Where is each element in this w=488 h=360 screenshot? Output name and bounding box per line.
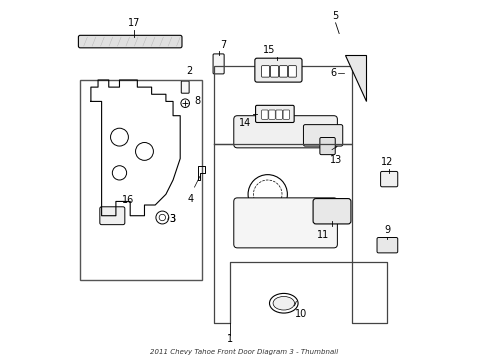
- Text: 15: 15: [263, 45, 275, 55]
- Ellipse shape: [272, 296, 294, 310]
- FancyBboxPatch shape: [181, 81, 189, 93]
- FancyBboxPatch shape: [380, 171, 397, 187]
- FancyBboxPatch shape: [100, 207, 124, 225]
- Text: 4: 4: [187, 194, 194, 204]
- Text: 1: 1: [227, 334, 233, 344]
- FancyBboxPatch shape: [233, 116, 337, 148]
- FancyBboxPatch shape: [261, 66, 269, 77]
- Bar: [80, 80, 201, 280]
- FancyBboxPatch shape: [319, 138, 335, 155]
- FancyBboxPatch shape: [233, 198, 337, 248]
- FancyBboxPatch shape: [303, 125, 342, 146]
- Circle shape: [159, 214, 165, 221]
- Bar: [214, 66, 351, 144]
- FancyBboxPatch shape: [254, 58, 302, 82]
- FancyBboxPatch shape: [78, 35, 182, 48]
- Circle shape: [156, 211, 168, 224]
- Text: 3: 3: [169, 214, 175, 224]
- FancyBboxPatch shape: [275, 110, 282, 119]
- Text: 16: 16: [122, 195, 134, 205]
- FancyBboxPatch shape: [270, 66, 278, 77]
- Text: 7: 7: [220, 40, 226, 50]
- Text: 13: 13: [329, 155, 342, 165]
- Text: 6: 6: [330, 68, 336, 78]
- FancyBboxPatch shape: [279, 66, 287, 77]
- Text: 14: 14: [239, 118, 251, 128]
- FancyBboxPatch shape: [283, 110, 289, 119]
- Text: 9: 9: [384, 225, 389, 235]
- Text: 2011 Chevy Tahoe Front Door Diagram 3 - Thumbnail: 2011 Chevy Tahoe Front Door Diagram 3 - …: [150, 349, 338, 355]
- Text: 8: 8: [194, 96, 200, 107]
- Text: 2: 2: [185, 66, 192, 76]
- Text: 12: 12: [381, 157, 393, 167]
- FancyBboxPatch shape: [312, 199, 350, 224]
- Text: 3: 3: [169, 214, 175, 224]
- Circle shape: [181, 99, 189, 108]
- FancyBboxPatch shape: [213, 54, 224, 74]
- Text: 11: 11: [316, 230, 328, 240]
- FancyBboxPatch shape: [255, 105, 294, 122]
- Text: 17: 17: [127, 18, 140, 28]
- FancyBboxPatch shape: [376, 238, 397, 253]
- FancyBboxPatch shape: [261, 110, 267, 119]
- Polygon shape: [344, 55, 365, 102]
- Ellipse shape: [269, 293, 298, 313]
- FancyBboxPatch shape: [288, 66, 296, 77]
- Text: 10: 10: [294, 309, 306, 319]
- FancyBboxPatch shape: [268, 110, 275, 119]
- Text: 5: 5: [332, 11, 338, 21]
